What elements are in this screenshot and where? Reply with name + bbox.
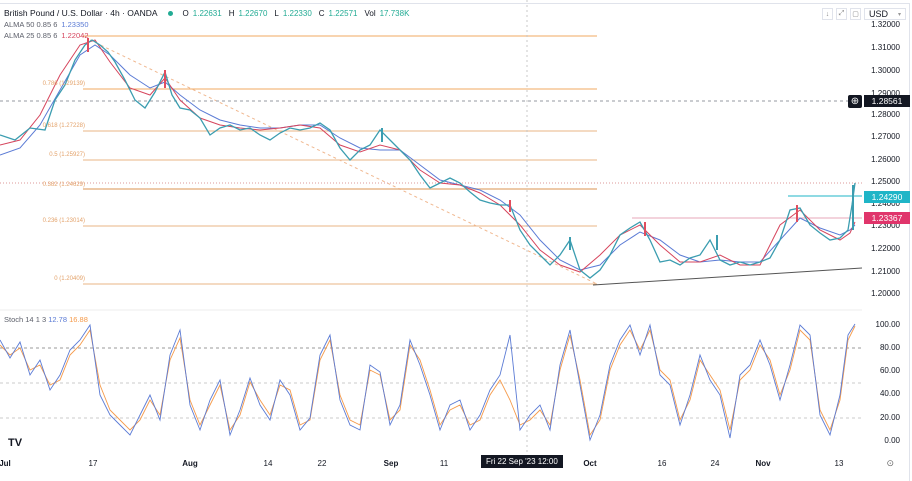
chart-legend: British Pound / U.S. Dollar · 4h · OANDA… [4,8,412,41]
ohlc-high-value: 1.22670 [238,9,268,18]
price-tick: 1.25000 [871,177,900,186]
price-tick: 1.29000 [871,89,900,98]
alma-50-line [0,44,856,271]
fib-trendline [89,39,598,285]
price-tick: 1.28000 [871,110,900,119]
time-tick: 16 [657,459,667,468]
stoch-tick: 100.00 [875,320,900,329]
stoch-k-value: 12.78 [48,315,67,324]
crosshair-price-tag: 1.28561 [864,95,910,107]
support-trendline [592,267,863,286]
price-tick: 1.26000 [871,155,900,164]
candles [87,38,854,250]
stoch-k-line [0,323,856,442]
time-tick: 13 [834,459,844,468]
alma50-value: 1.23350 [61,20,89,29]
currency-selector[interactable]: USD ▾ [864,8,906,20]
market-status-dot-icon [167,11,173,16]
symbol-row: British Pound / U.S. Dollar · 4h · OANDA… [4,8,412,19]
download-icon[interactable]: ↓ [822,8,833,20]
stoch-d-line [0,325,856,437]
symbol-title[interactable]: British Pound / U.S. Dollar · 4h · OANDA [4,8,158,18]
price-tick: 1.27000 [871,132,900,141]
add-alert-plus-icon[interactable]: ⊕ [848,95,862,108]
tradingview-logo-icon[interactable]: TV [8,437,23,449]
indicator-alma25[interactable]: ALMA 25 0.85 6 1.22042 [4,30,412,41]
stoch-tick: 60.00 [879,366,900,375]
chevron-down-icon: ▾ [897,11,901,18]
stoch-legend[interactable]: Stoch 14 1 3 12.78 16.88 [4,315,88,324]
stoch-tick: 0.00 [884,436,900,445]
crosshair-time-tag: Fri 22 Sep '23 12:00 [481,455,563,468]
fib-label-0618: 0.618 (1.27228) [42,123,85,129]
fib-label-0786: 0.786 (1.29139) [42,81,85,87]
time-tick: Oct [583,459,597,468]
currency-label: USD [869,9,889,19]
price-tick: 1.23000 [871,221,900,230]
time-tick: Aug [182,459,198,468]
stoch-tick: 40.00 [879,389,900,398]
alma50-label: ALMA 50 0.85 6 [4,20,58,29]
time-tick: 22 [317,459,327,468]
chart-frame [0,3,910,481]
price-tick: 1.31000 [871,43,900,52]
fib-label-0: 0 (1.20409) [54,276,85,282]
price-tick: 1.32000 [871,20,900,29]
fib-label-05: 0.5 (1.25927) [49,152,85,158]
ohlc-open-label: O [182,9,189,18]
alma-25-line [0,39,856,273]
snapshot-icon[interactable]: ▢ [850,8,861,20]
stoch-tick: 80.00 [879,343,900,352]
time-tick: 11 [439,459,449,468]
volume-label: Vol [364,9,376,18]
indicator-alma50[interactable]: ALMA 50 0.85 6 1.23350 [4,19,412,30]
time-tick: Sep [383,459,399,468]
ohlc-low-label: L [274,9,279,18]
time-tick: Nov [755,459,771,468]
price-tag-pink: 1.23367 [864,212,910,224]
price-tick: 1.24000 [871,199,900,208]
time-tick: Jul [0,459,11,468]
ohlc-high-label: H [228,9,235,18]
stoch-label: Stoch 14 1 3 [4,315,47,324]
time-tick: 14 [263,459,273,468]
stoch-d-value: 16.88 [69,315,88,324]
fullscreen-icon[interactable]: ⤢ [836,8,847,20]
alma25-value: 1.22042 [61,31,89,40]
time-tick: 17 [88,459,98,468]
ohlc-close-value: 1.22571 [328,9,358,18]
fib-label-0382: 0.382 (1.24629) [42,182,85,188]
price-tick: 1.21000 [871,267,900,276]
ohlc-close-label: C [318,9,325,18]
price-tick: 1.30000 [871,66,900,75]
stoch-tick: 20.00 [879,413,900,422]
ohlc-open-value: 1.22631 [192,9,222,18]
ohlc-low-value: 1.22330 [282,9,312,18]
price-path [0,39,856,279]
chart-toolbar: ↓ ⤢ ▢ USD ▾ [822,8,906,20]
time-tick: 24 [710,459,720,468]
volume-value: 17.738K [379,9,410,18]
price-tick: 1.20000 [871,289,900,298]
settings-gear-icon[interactable]: ⊙ [886,458,894,468]
fib-label-0236: 0.236 (1.23014) [42,218,85,224]
alma25-label: ALMA 25 0.85 6 [4,31,58,40]
price-tag-cyan: 1.24290 [864,191,910,203]
price-tick: 1.22000 [871,244,900,253]
